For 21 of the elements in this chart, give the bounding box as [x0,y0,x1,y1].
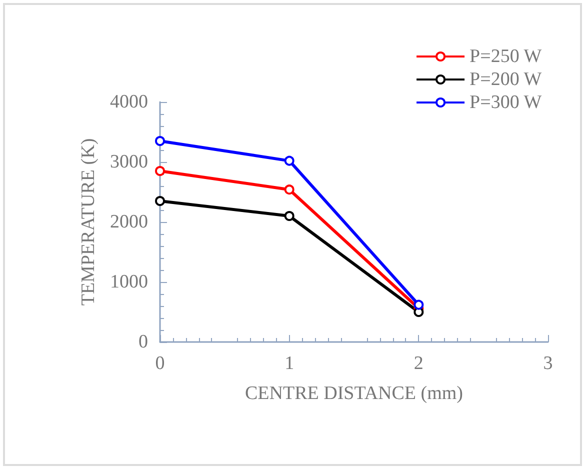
y-tick-label: 2000 [110,212,148,232]
x-tick-label: 3 [543,353,553,374]
legend-label: P=300 W [470,92,542,113]
legend-label: P=200 W [470,69,542,90]
point [155,166,165,176]
point [155,136,165,146]
point [284,156,294,166]
point [414,300,424,310]
x-tick-label: 2 [414,353,424,374]
point [155,196,165,206]
x-axis-title: CENTRE DISTANCE (mm) [244,383,464,404]
point [284,211,294,221]
y-tick-label: 4000 [110,92,148,112]
y-tick-label: 0 [138,332,148,352]
y-tick-label: 3000 [110,152,148,172]
y-tick-label: 1000 [110,272,148,292]
point [284,184,294,195]
y-axis-title: TEMPERATURE (K) [78,138,99,306]
x-tick-label: 0 [155,353,165,374]
legend-label: P=250 W [470,46,542,67]
x-tick-label: 1 [284,353,294,374]
